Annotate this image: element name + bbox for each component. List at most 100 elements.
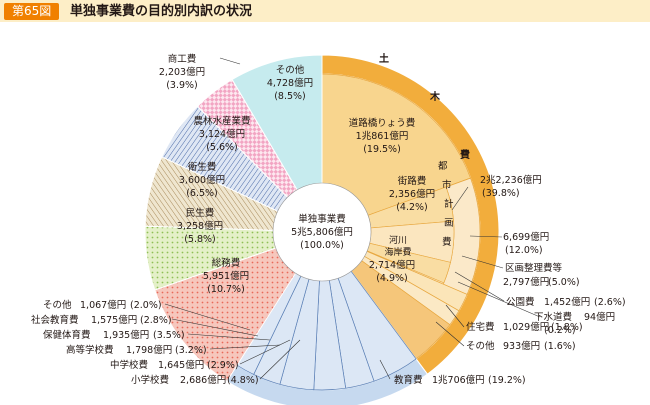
kyoiku-other-value: 1,067億円 — [80, 299, 126, 311]
leader-jutaku — [445, 304, 465, 328]
doboku-value: 2兆2,236億円 — [480, 174, 542, 186]
leader-koen — [454, 271, 505, 302]
leader-doboku-other — [435, 321, 465, 347]
toshi-ring-char-2: 市 — [442, 179, 452, 191]
toshi-ring-char-5: 費 — [442, 236, 452, 248]
figure-header: 第65図 単独事業費の目的別内訳の状況 — [0, 0, 650, 22]
doro-label: 道路橋りょう費 — [349, 117, 416, 129]
hoken-label: 保健体育費 — [43, 329, 91, 341]
eisei-percent: (6.5%) — [186, 188, 218, 199]
center-percent: (100.0%) — [300, 240, 344, 251]
koen-percent: (2.6%) — [594, 297, 626, 308]
toshi-ring-char-1: 都 — [438, 161, 448, 172]
koko-percent: (3.2%) — [175, 345, 207, 356]
toshi-value: 6,699億円 — [503, 231, 549, 243]
jutaku-percent: (1.8%) — [551, 322, 583, 333]
figure-number-badge: 第65図 — [4, 3, 60, 20]
shogakko-value: 2,686億円 — [180, 374, 226, 386]
shoko-value: 2,203億円 — [159, 66, 205, 78]
center-hole — [272, 182, 372, 282]
leader-kukaku — [461, 255, 504, 269]
gesui-label: 下水道費 — [534, 311, 572, 323]
shoko-label: 商工費 — [168, 53, 197, 65]
jutaku-value: 1,029億円 — [503, 321, 549, 333]
leader-toshi — [469, 235, 503, 238]
doboku-percent: (39.8%) — [482, 188, 520, 199]
kukaku-value: 2,797億円 — [503, 276, 549, 288]
leader-shoko — [219, 57, 241, 65]
kyoiku-label: 教育費 — [394, 374, 423, 386]
kukaku-label: 区画整理費等 — [505, 262, 563, 274]
somu-value: 5,951億円 — [203, 270, 249, 282]
norin-value: 3,124億円 — [199, 128, 245, 140]
doboku-other-value: 933億円 — [503, 340, 540, 352]
minsei-value: 3,258億円 — [177, 220, 223, 232]
leader-chugakko — [239, 339, 291, 365]
kasen-label-1: 河川 — [389, 234, 407, 246]
koen-value: 1,452億円 — [544, 296, 590, 308]
norin-label: 農林水産業費 — [193, 115, 250, 127]
gairo-value: 2,356億円 — [389, 188, 435, 200]
leader-gesui — [457, 281, 541, 318]
sonota-percent: (8.5%) — [274, 91, 306, 102]
pie-slice-2 — [154, 231, 324, 382]
minsei-percent: (5.8%) — [184, 234, 216, 245]
kyoiku-other-percent: (2.0%) — [130, 300, 162, 311]
gesui-value: 94億円 — [584, 311, 615, 323]
doro-value: 1兆861億円 — [356, 130, 409, 142]
shoko-percent: (3.9%) — [166, 80, 198, 91]
shogakko-percent: (4.8%) — [227, 375, 259, 386]
figure-title: 単独事業費の目的別内訳の状況 — [70, 4, 253, 19]
eisei-label: 衛生費 — [188, 161, 217, 173]
sonota-label: その他 — [276, 64, 305, 76]
leader-doboku — [451, 186, 469, 211]
toshi-ring-char-4: 画 — [444, 218, 454, 229]
kyoiku-value: 1兆706億円 — [432, 374, 485, 386]
doboku-ring-char-2: 木 — [429, 90, 441, 103]
kasen-value: 2,714億円 — [369, 259, 415, 271]
chugakko-percent: (2.9%) — [207, 360, 239, 371]
doboku-ring-char-3: 費 — [460, 148, 470, 161]
leader-shogakko — [259, 339, 301, 380]
toshi-ring-char-3: 計 — [444, 198, 454, 210]
norin-percent: (5.6%) — [206, 142, 238, 153]
leader-hoken — [187, 333, 271, 341]
gesui-percent: (0.2%) — [544, 325, 576, 336]
gairo-percent: (4.2%) — [396, 202, 428, 213]
center-total: 5兆5,806億円 — [291, 226, 353, 238]
doboku-ring-char-1: 土 — [379, 52, 389, 65]
pie-slice-7 — [231, 54, 323, 234]
shakai-value: 1,575億円 — [91, 314, 137, 326]
minsei-label: 民生費 — [186, 207, 215, 219]
koen-label: 公園費 — [506, 296, 535, 308]
kyoiku-percent: (19.2%) — [488, 375, 526, 386]
somu-percent: (10.7%) — [207, 284, 245, 295]
eisei-value: 3,600億円 — [179, 174, 225, 186]
hoken-value: 1,935億円 — [103, 329, 149, 341]
center-title: 単独事業費 — [298, 213, 346, 225]
leader-kyoiku-other — [164, 303, 251, 331]
kasen-label-2: 海岸費 — [384, 246, 411, 258]
leader-kyoiku — [379, 359, 391, 380]
doboku-other-percent: (1.6%) — [544, 341, 576, 352]
gairo-label: 街路費 — [398, 175, 427, 187]
leader-lines — [164, 57, 541, 380]
koko-value: 1,798億円 — [126, 344, 172, 356]
hoken-percent: (3.5%) — [153, 330, 185, 341]
kasen-percent: (4.9%) — [376, 273, 408, 284]
doboku-sub-slice-0 — [321, 73, 471, 233]
toshi-percent: (12.0%) — [505, 245, 543, 256]
jutaku-label: 住宅費 — [466, 321, 495, 333]
leader-shakai — [171, 318, 259, 337]
chugakko-value: 1,645億円 — [158, 359, 204, 371]
leader-koko — [209, 344, 281, 350]
chugakko-label: 中学校費 — [110, 359, 148, 371]
doro-percent: (19.5%) — [363, 144, 401, 155]
kyoiku-other-label: その他 — [43, 299, 72, 311]
koko-label: 高等学校費 — [66, 344, 114, 356]
kukaku-percent: (5.0%) — [548, 277, 580, 288]
doboku-other-label: その他 — [466, 340, 495, 352]
shakai-percent: (2.8%) — [140, 315, 172, 326]
